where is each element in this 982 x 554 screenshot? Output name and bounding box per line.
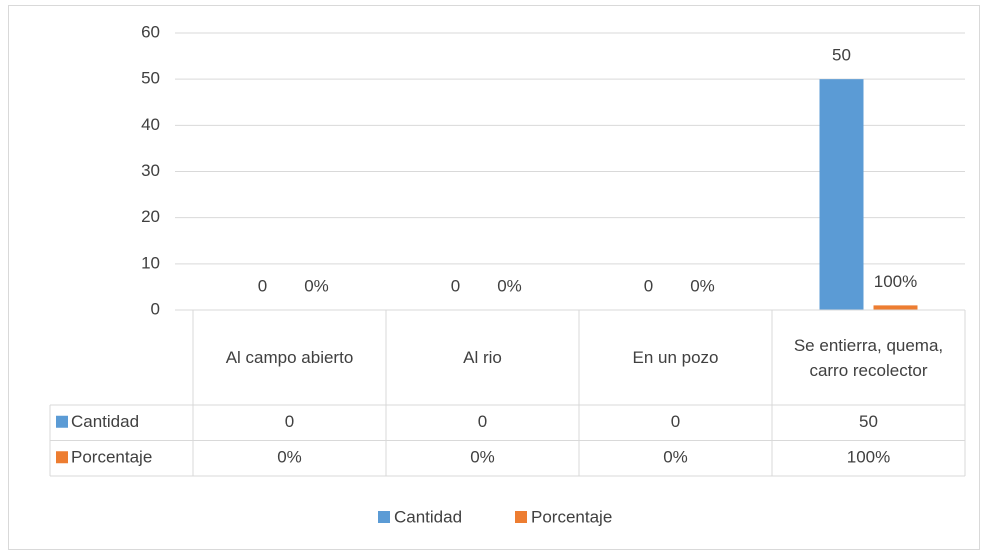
table-cell: 0% — [277, 448, 302, 467]
bar — [873, 305, 918, 310]
table-cell: 0% — [470, 448, 495, 467]
x-tick-label: En un pozo — [632, 348, 719, 367]
table-cell: 0% — [663, 448, 688, 467]
table-row-header: Cantidad — [71, 412, 139, 431]
data-label: 100% — [874, 272, 917, 291]
table-cell: 0 — [285, 412, 294, 431]
y-tick-label: 40 — [141, 115, 160, 134]
legend-label: Porcentaje — [531, 507, 612, 526]
category-cell: Al rio — [463, 348, 502, 367]
y-tick-label: 10 — [141, 253, 160, 272]
legend-key — [515, 511, 527, 523]
category-cell: Se entierra, quema, carro recolector — [793, 335, 944, 380]
chart-frame — [8, 5, 980, 550]
y-tick-label: 60 — [141, 22, 160, 41]
data-label: 0% — [497, 276, 522, 295]
data-label: 0 — [451, 276, 460, 295]
bar — [819, 79, 864, 311]
data-label: 0 — [644, 276, 653, 295]
table-cell: 100% — [847, 448, 890, 467]
data-label: 50 — [832, 46, 851, 65]
data-label: 0% — [304, 276, 329, 295]
data-label: 0% — [690, 276, 715, 295]
x-tick-label: Al campo abierto — [225, 348, 354, 367]
y-tick-label: 50 — [141, 69, 160, 88]
y-tick-label: 20 — [141, 207, 160, 226]
y-tick-label: 30 — [141, 161, 160, 180]
legend-label: Cantidad — [394, 507, 462, 526]
table-legend-key — [56, 415, 68, 428]
table-cell: 0 — [671, 412, 680, 431]
category-cell: En un pozo — [632, 348, 719, 367]
category-cell: Al campo abierto — [225, 348, 354, 367]
x-tick-label: Se entierra, quema, carro recolector — [793, 335, 944, 380]
table-row-header: Porcentaje — [71, 448, 152, 467]
table-cell: 0 — [478, 412, 487, 431]
y-tick-label: 0 — [151, 299, 160, 318]
legend-key — [378, 511, 390, 523]
data-label: 0 — [258, 276, 267, 295]
x-tick-label: Al rio — [463, 348, 502, 367]
table-legend-key — [56, 451, 68, 464]
table-cell: 50 — [859, 412, 878, 431]
